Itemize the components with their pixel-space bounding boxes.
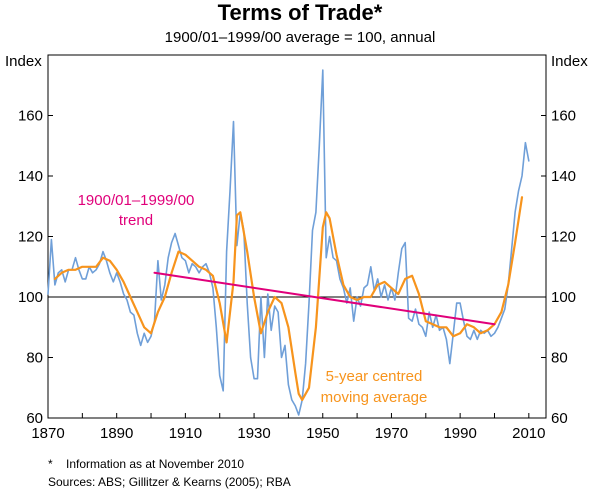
y-tick-label-left: 80 (26, 350, 43, 367)
ma-annotation-line2: moving average (321, 389, 428, 406)
right-y-axis: 60 80 100 120 140 160 (541, 108, 576, 427)
trend-annotation-line1: 1900/01–1999/00 (78, 192, 195, 209)
x-tick-label: 1950 (306, 425, 339, 442)
y-tick-label-left: 140 (18, 168, 43, 185)
y-tick-label-left: 60 (26, 410, 43, 427)
footnote-info: * Information as at November 2010 (48, 457, 244, 471)
x-tick-label: 1870 (31, 425, 64, 442)
x-tick-label: 2010 (512, 425, 545, 442)
y-tick-label-right: 140 (551, 168, 576, 185)
series-trend-line (153, 271, 496, 326)
right-axis-unit: Index (551, 53, 588, 70)
footnote-sources: Sources: ABS; Gillitzer & Kearns (2005);… (48, 475, 291, 489)
series-layer (47, 69, 530, 416)
x-tick-label: 1890 (100, 425, 133, 442)
series-terms-of-trade-line (47, 69, 530, 416)
y-tick-label-right: 100 (551, 289, 576, 306)
left-axis-unit: Index (5, 53, 42, 70)
x-tick-label: 1990 (443, 425, 476, 442)
y-tick-label-right: 60 (551, 410, 568, 427)
y-tick-label-right: 80 (551, 350, 568, 367)
y-tick-label-right: 160 (551, 108, 576, 125)
x-axis: 1870 1890 1910 1930 1950 1970 1990 2010 (31, 413, 546, 442)
trend-annotation-line2: trend (119, 212, 153, 229)
chart-title: Terms of Trade* (218, 0, 383, 25)
y-tick-label-left: 160 (18, 108, 43, 125)
y-tick-label-left: 120 (18, 229, 43, 246)
y-tick-label-right: 120 (551, 229, 576, 246)
left-y-axis: 60 80 100 120 140 160 (18, 108, 53, 427)
x-tick-label: 1910 (169, 425, 202, 442)
ma-annotation-line1: 5-year centred (326, 368, 423, 385)
plot-frame (47, 54, 547, 419)
x-tick-label: 1970 (375, 425, 408, 442)
x-tick-label: 1930 (237, 425, 270, 442)
chart-subtitle: 1900/01–1999/00 average = 100, annual (165, 29, 436, 46)
y-tick-label-left: 100 (18, 289, 43, 306)
series-moving-average-line (53, 196, 524, 401)
